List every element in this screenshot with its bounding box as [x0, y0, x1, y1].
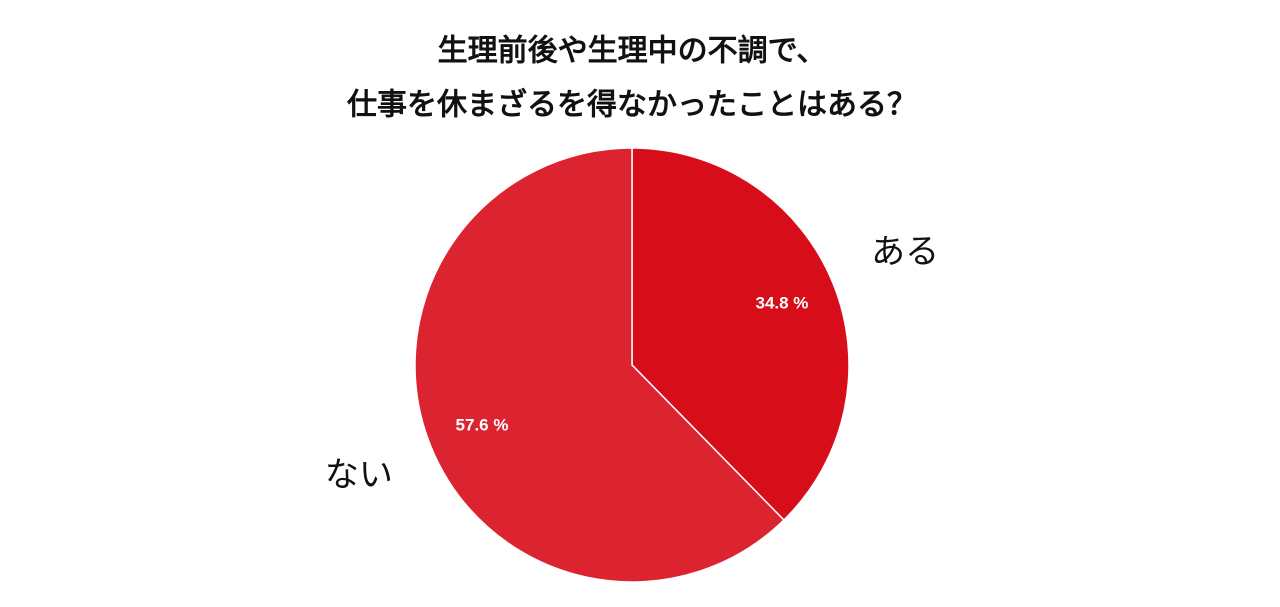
chart-title: 生理前後や生理中の不調で、: [438, 34, 827, 69]
category-label: ある: [871, 232, 939, 272]
pie-slice: [414, 147, 785, 583]
value-label: 57.6 %: [456, 416, 509, 435]
chart-title: 仕事を休まざるを得なかったことはある？: [346, 88, 917, 123]
pie-slice: [631, 147, 850, 522]
value-label: 34.8 %: [756, 293, 809, 312]
category-label: ない: [325, 455, 393, 495]
